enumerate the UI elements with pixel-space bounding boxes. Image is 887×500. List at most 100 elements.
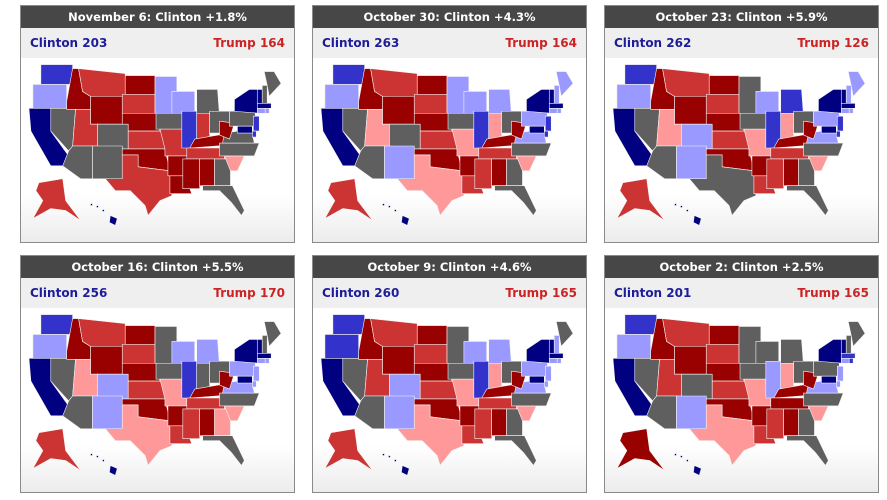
state-ma[interactable] [548, 353, 564, 359]
state-az[interactable] [62, 145, 93, 180]
state-wi[interactable] [463, 91, 488, 114]
state-hi[interactable] [109, 465, 118, 476]
state-in[interactable] [196, 112, 210, 140]
state-nc[interactable] [219, 142, 260, 157]
state-ia[interactable] [739, 362, 767, 380]
state-ny[interactable] [234, 339, 260, 364]
state-pa[interactable] [521, 360, 548, 377]
state-tx[interactable] [104, 404, 173, 467]
state-wy[interactable] [674, 346, 707, 375]
state-al[interactable] [491, 158, 507, 187]
state-wy[interactable] [674, 96, 707, 125]
state-hi[interactable] [401, 215, 410, 226]
state-ma[interactable] [840, 353, 856, 359]
state-vt[interactable] [840, 89, 847, 104]
state-al[interactable] [783, 158, 799, 187]
state-ri[interactable] [556, 107, 562, 114]
state-wi[interactable] [463, 341, 488, 364]
state-sd[interactable] [121, 94, 156, 114]
state-tn[interactable] [186, 397, 225, 410]
state-wa[interactable] [624, 64, 657, 85]
state-hi[interactable] [693, 465, 702, 476]
state-nh[interactable] [261, 85, 268, 104]
state-nj[interactable] [545, 115, 552, 132]
state-fl[interactable] [202, 185, 245, 217]
state-nd[interactable] [708, 325, 740, 345]
state-nd[interactable] [416, 325, 448, 345]
state-md[interactable] [529, 375, 545, 384]
state-de[interactable] [544, 380, 549, 388]
state-wi[interactable] [755, 341, 780, 364]
state-nm[interactable] [92, 145, 123, 180]
state-co[interactable] [389, 123, 421, 150]
state-co[interactable] [681, 123, 713, 150]
state-ia[interactable] [447, 362, 475, 380]
state-ms[interactable] [182, 408, 200, 439]
state-tx[interactable] [396, 404, 465, 467]
state-ny[interactable] [526, 339, 552, 364]
state-fl[interactable] [786, 435, 829, 467]
state-wa[interactable] [624, 314, 657, 335]
state-ct[interactable] [256, 357, 266, 364]
state-nj[interactable] [837, 115, 844, 132]
state-in[interactable] [780, 112, 794, 140]
state-ia[interactable] [155, 112, 183, 130]
state-wy[interactable] [90, 96, 123, 125]
state-nd[interactable] [708, 75, 740, 95]
state-pa[interactable] [813, 360, 840, 377]
state-ak[interactable] [32, 428, 81, 471]
state-hi[interactable] [109, 215, 118, 226]
state-pa[interactable] [813, 110, 840, 127]
state-me[interactable] [263, 321, 282, 348]
state-me[interactable] [555, 321, 574, 348]
state-md[interactable] [821, 125, 837, 134]
state-ks[interactable] [419, 380, 458, 400]
state-or[interactable] [324, 84, 359, 109]
state-ak[interactable] [32, 178, 81, 221]
state-tn[interactable] [478, 397, 517, 410]
state-ny[interactable] [818, 339, 844, 364]
state-de[interactable] [836, 130, 841, 138]
state-fl[interactable] [494, 185, 537, 217]
state-wa[interactable] [40, 64, 73, 85]
state-ms[interactable] [766, 408, 784, 439]
state-al[interactable] [199, 158, 215, 187]
state-ct[interactable] [840, 357, 850, 364]
state-tx[interactable] [688, 154, 757, 217]
state-ne[interactable] [705, 362, 745, 382]
state-ri[interactable] [848, 107, 854, 114]
state-az[interactable] [646, 395, 677, 430]
state-ct[interactable] [548, 357, 558, 364]
state-sd[interactable] [705, 94, 740, 114]
state-nd[interactable] [124, 325, 156, 345]
state-me[interactable] [555, 71, 574, 98]
state-wi[interactable] [171, 91, 196, 114]
state-co[interactable] [389, 373, 421, 400]
state-fl[interactable] [494, 435, 537, 467]
state-ma[interactable] [840, 103, 856, 109]
state-ri[interactable] [264, 107, 270, 114]
state-pa[interactable] [521, 110, 548, 127]
state-ks[interactable] [127, 130, 166, 150]
state-ak[interactable] [616, 428, 665, 471]
state-vt[interactable] [840, 339, 847, 354]
state-or[interactable] [32, 84, 67, 109]
state-in[interactable] [488, 112, 502, 140]
state-or[interactable] [324, 334, 359, 359]
state-ny[interactable] [234, 89, 260, 114]
state-al[interactable] [199, 408, 215, 437]
state-md[interactable] [821, 375, 837, 384]
state-in[interactable] [488, 362, 502, 390]
state-ct[interactable] [548, 107, 558, 114]
state-az[interactable] [646, 145, 677, 180]
state-nj[interactable] [837, 365, 844, 382]
state-md[interactable] [237, 125, 253, 134]
state-fl[interactable] [786, 185, 829, 217]
state-ri[interactable] [556, 357, 562, 364]
state-nc[interactable] [511, 392, 552, 407]
state-in[interactable] [780, 362, 794, 390]
state-nm[interactable] [384, 145, 415, 180]
state-wa[interactable] [332, 64, 365, 85]
state-ma[interactable] [548, 103, 564, 109]
state-az[interactable] [354, 145, 385, 180]
